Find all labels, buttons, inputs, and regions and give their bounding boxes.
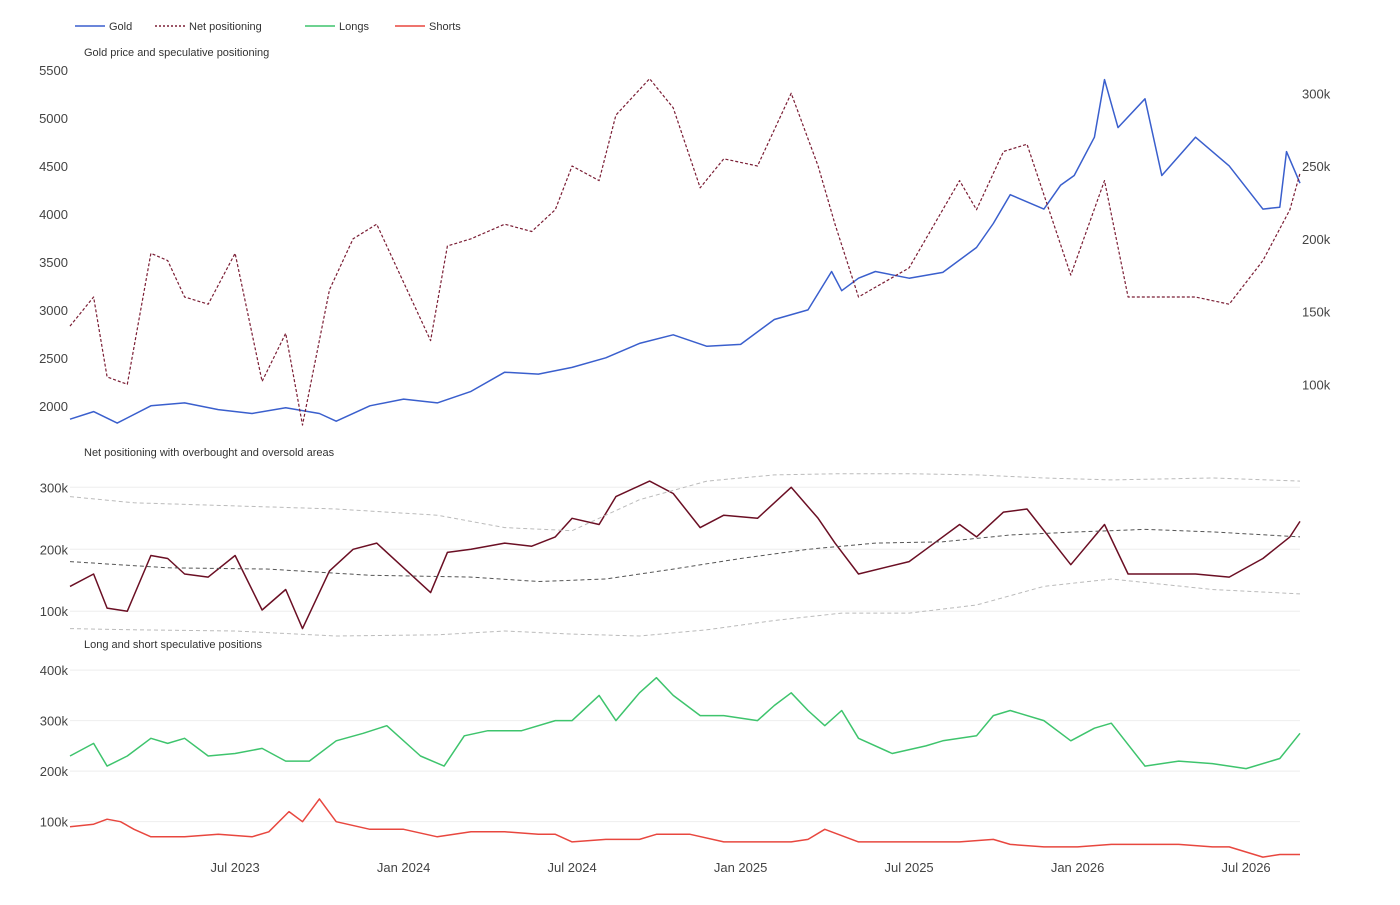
y-tick-label-2-2: 300k <box>40 714 69 729</box>
panel-2: Long and short speculative positions 100k… <box>40 639 1301 858</box>
series-line-2-1 <box>69 798 1300 858</box>
x-tick-label-4: Jul 2025 <box>885 860 934 875</box>
y-tick-label-2-3: 400k <box>40 663 69 678</box>
series-line-0-0 <box>69 78 1301 424</box>
series-line-1-2 <box>69 473 1301 532</box>
y-tick-label-1-1: 200k <box>40 542 69 557</box>
x-tick-label-6: Jul 2026 <box>1222 860 1271 875</box>
legend: Gold Net positioning Longs Shorts <box>75 21 461 33</box>
legend-label-0: Gold <box>109 21 132 33</box>
y-tick-label-0-7: 5500 <box>39 63 68 78</box>
series-line-1-3 <box>69 578 1301 637</box>
y-tick-label-0-4: 4000 <box>39 207 68 222</box>
y2-tick-label-0-2: 200k <box>1302 232 1331 247</box>
legend-label-2: Longs <box>339 21 369 33</box>
panel-0: Gold price and speculative positioning 20… <box>39 47 1331 426</box>
y-tick-label-1-0: 100k <box>40 604 69 619</box>
y2-tick-label-0-1: 150k <box>1302 305 1331 320</box>
y2-tick-label-0-3: 250k <box>1302 159 1331 174</box>
panel-title-2: Long and short speculative positions <box>84 639 262 651</box>
y-tick-label-0-3: 3500 <box>39 255 68 270</box>
y-tick-label-0-0: 2000 <box>39 399 68 414</box>
y-tick-label-0-2: 3000 <box>39 303 68 318</box>
y2-tick-label-0-4: 300k <box>1302 86 1331 101</box>
series-line-2-0 <box>69 676 1301 770</box>
panel-title-0: Gold price and speculative positioning <box>84 47 269 59</box>
y-tick-label-0-1: 2500 <box>39 351 68 366</box>
x-axis: Jul 2023 Jan 2024 Jul 2024 Jan 2025 Jul 2025… <box>211 860 1271 875</box>
series-line-1-0 <box>69 480 1301 630</box>
series-line-0-1 <box>69 78 1301 426</box>
y-tick-label-0-5: 4500 <box>39 159 68 174</box>
y-tick-label-2-0: 100k <box>40 815 69 830</box>
series-line-1-1 <box>69 528 1301 582</box>
y-tick-label-2-1: 200k <box>40 764 69 779</box>
legend-label-3: Shorts <box>429 21 461 33</box>
x-tick-label-3: Jan 2025 <box>714 860 768 875</box>
x-tick-label-5: Jan 2026 <box>1051 860 1105 875</box>
y2-tick-label-0-0: 100k <box>1302 377 1331 392</box>
panel-1: Net positioning with overbought and over… <box>40 447 1301 637</box>
x-tick-label-1: Jan 2024 <box>377 860 431 875</box>
legend-label-1: Net positioning <box>189 21 262 33</box>
x-tick-label-0: Jul 2023 <box>211 860 260 875</box>
y-tick-label-0-6: 5000 <box>39 111 68 126</box>
x-tick-label-2: Jul 2024 <box>548 860 597 875</box>
y-tick-label-1-2: 300k <box>40 480 69 495</box>
panel-title-1: Net positioning with overbought and over… <box>84 447 335 459</box>
